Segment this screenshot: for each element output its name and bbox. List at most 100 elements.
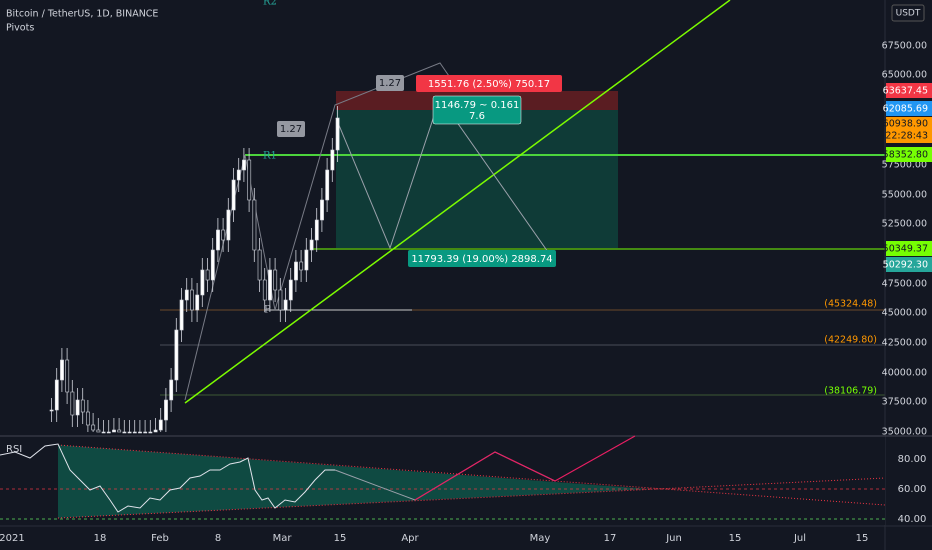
pivot-name: R1 (263, 151, 277, 162)
candle-body (314, 219, 319, 241)
time-label: Mar (273, 533, 293, 544)
candle-body (236, 169, 241, 181)
candle-body (273, 269, 278, 291)
candle-body (112, 429, 116, 433)
candle-body (91, 424, 96, 431)
projection-line (335, 96, 556, 263)
candle-body (164, 399, 168, 421)
fib-label: 1.27 (379, 78, 401, 89)
candle-body (325, 169, 330, 201)
time-label: May (530, 533, 551, 544)
candle-body (221, 229, 226, 241)
candle-body (54, 379, 59, 411)
rsi-title: RSI (6, 444, 22, 455)
candle-body (242, 159, 246, 171)
candle-body (101, 431, 106, 434)
candle-body (60, 359, 64, 381)
price-tag (886, 147, 932, 162)
stop-label-box (408, 250, 556, 267)
candle-body (320, 199, 324, 221)
rsi-triangle (58, 445, 650, 518)
candle-body (122, 431, 127, 434)
candles (49, 106, 340, 434)
candle-body (216, 229, 220, 251)
candle-body (49, 409, 54, 412)
price-label: 40000.00 (882, 368, 927, 379)
currency-box[interactable] (891, 4, 925, 22)
currency[interactable]: USDT (896, 9, 921, 19)
time-label: 8 (215, 533, 221, 544)
candle-body (247, 159, 252, 201)
price-tag (886, 257, 932, 272)
candle-body (169, 379, 174, 401)
candle-body (179, 299, 184, 331)
fib-label: 1.27 (280, 124, 302, 135)
candle-body (283, 299, 288, 311)
candle-body (190, 289, 194, 311)
price-label: 42500.00 (882, 338, 927, 349)
candle-body (335, 117, 340, 151)
time-axis: 2021 18 Feb 8 Mar 15 Apr May 17 Jun 15 Jul 15 (0, 533, 868, 544)
time-label: 15 (856, 533, 869, 544)
target-label-box (416, 75, 562, 92)
drawings (160, 0, 885, 404)
candle-body (138, 431, 142, 434)
candle-body (294, 261, 298, 281)
candle-body (153, 429, 158, 433)
price-tag-text: 62085.69 (883, 104, 928, 115)
time-label: Jul (793, 533, 806, 544)
price-tag-text: 60938.90 (883, 119, 928, 130)
candle-body (304, 249, 309, 271)
candle-body (330, 149, 335, 171)
price-label: 45000.00 (882, 308, 927, 319)
ratio-label: 1146.79 ~ 0.161 (435, 100, 520, 111)
time-label: 2021 (0, 533, 25, 544)
candle-body (80, 399, 85, 413)
candle-body (268, 269, 272, 301)
indicator: Pivots (6, 23, 34, 34)
candle-body (127, 431, 132, 434)
price-label: 35000.00 (882, 427, 927, 438)
candle-body (117, 429, 122, 433)
pivot-level: (45324.48) (824, 299, 877, 310)
price-tag-text: 58352.80 (883, 150, 928, 161)
candle-body (262, 279, 267, 301)
candle-body (299, 261, 304, 271)
candle-body (184, 289, 189, 301)
candle-body (86, 411, 90, 426)
candle-body (158, 419, 163, 431)
price-label: 67500.00 (882, 41, 927, 52)
target-label: 1551.76 (2.50%) 750.17 (428, 79, 550, 90)
pivot-level: (42249.80) (824, 335, 877, 346)
price-tag (886, 241, 932, 256)
candle-body (309, 239, 314, 251)
candle-body (148, 431, 153, 434)
ratio-box (432, 95, 522, 125)
price-label: 65000.00 (882, 70, 927, 81)
candle-body (195, 294, 200, 311)
pivot-name: R2 (263, 0, 277, 8)
time-label: 17 (604, 533, 617, 544)
candle-body (106, 431, 111, 434)
ratio-value: 7.6 (469, 111, 485, 122)
candle-body (132, 431, 137, 434)
time-label: Apr (401, 533, 419, 544)
time-label: Jun (665, 533, 682, 544)
price-tag (886, 101, 932, 116)
fib-label-box (277, 121, 305, 137)
candle-body (210, 249, 215, 281)
stop-label: 11793.39 (19.00%) 2898.74 (411, 254, 552, 265)
rsi-label: 80.00 (898, 454, 927, 465)
time-label: Feb (151, 533, 169, 544)
pivot-level: (38106.79) (824, 386, 877, 397)
candle-body (252, 199, 257, 251)
price-label: 57500.00 (882, 160, 927, 171)
candle-body (205, 269, 210, 281)
rsi-trend (57, 444, 886, 506)
candle-body (143, 431, 148, 434)
stop-zone (336, 110, 618, 248)
candle-body (75, 399, 80, 416)
fib-label-box (376, 75, 404, 91)
pivot-name: P (264, 305, 271, 316)
rsi-label: 60.00 (898, 484, 927, 495)
